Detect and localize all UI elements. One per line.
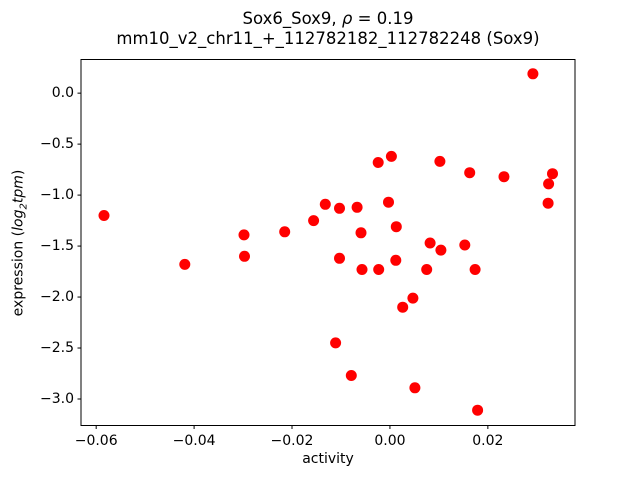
y-tick-label: −0.5 bbox=[40, 136, 74, 153]
chart-subtitle: mm10_v2_chr11_+_112782182_112782248 (Sox… bbox=[116, 28, 540, 48]
data-point bbox=[334, 252, 345, 264]
data-point bbox=[239, 250, 250, 262]
data-point bbox=[472, 404, 484, 416]
y-tick-label: 0.0 bbox=[51, 85, 74, 102]
data-point bbox=[434, 155, 446, 167]
data-point bbox=[383, 196, 394, 208]
y-tick-label: −1.5 bbox=[40, 238, 74, 255]
data-point bbox=[543, 178, 555, 190]
data-point bbox=[435, 244, 447, 256]
data-point bbox=[330, 337, 342, 349]
y-tick-label: −2.0 bbox=[40, 289, 74, 306]
data-point bbox=[179, 258, 191, 270]
data-point bbox=[498, 171, 510, 183]
y-axis-label: expression (log2tpm) bbox=[11, 170, 30, 317]
data-point bbox=[385, 150, 397, 162]
y-tick-label: −1.0 bbox=[40, 187, 74, 204]
title-suffix: = 0.19 bbox=[352, 9, 414, 28]
data-point bbox=[397, 301, 409, 313]
title-prefix: Sox6_Sox9, bbox=[242, 9, 342, 28]
data-point bbox=[424, 237, 436, 249]
ylabel-tpm: tpm bbox=[10, 175, 27, 204]
x-axis-label: activity bbox=[302, 451, 354, 467]
data-point bbox=[351, 201, 363, 213]
rho-symbol: ρ bbox=[341, 9, 353, 28]
data-point bbox=[459, 239, 471, 251]
ylabel-log: log bbox=[10, 209, 27, 231]
data-point bbox=[464, 167, 476, 179]
data-point bbox=[527, 68, 539, 80]
data-point bbox=[409, 382, 421, 394]
x-tick-label: −0.04 bbox=[172, 433, 216, 449]
data-point bbox=[355, 227, 367, 239]
data-point bbox=[356, 264, 368, 275]
chart-title: Sox6_Sox9, ρ = 0.19 mm10_v2_chr11_+_1127… bbox=[81, 9, 575, 48]
data-point bbox=[547, 168, 558, 180]
data-point bbox=[308, 215, 320, 227]
data-point bbox=[345, 370, 357, 381]
x-tick-label: 0.00 bbox=[374, 433, 406, 449]
data-point bbox=[98, 210, 110, 221]
x-tick-label: 0.02 bbox=[472, 433, 504, 449]
data-point bbox=[334, 202, 345, 214]
data-point bbox=[372, 157, 384, 168]
data-point bbox=[407, 292, 419, 304]
ylabel-prefix: expression ( bbox=[10, 230, 27, 317]
data-point bbox=[279, 226, 291, 238]
ylabel-log-sub: 2 bbox=[18, 203, 30, 210]
data-point bbox=[373, 264, 385, 275]
data-point bbox=[390, 221, 402, 233]
data-point bbox=[390, 254, 402, 266]
y-tick-label: −3.0 bbox=[40, 390, 74, 407]
x-tick-label: −0.02 bbox=[270, 433, 314, 449]
axes-spines bbox=[80, 59, 576, 426]
data-point bbox=[542, 197, 554, 209]
data-point bbox=[421, 264, 433, 275]
chart-title-line1: Sox6_Sox9, ρ = 0.19 bbox=[81, 9, 575, 29]
data-point bbox=[319, 198, 331, 210]
ylabel-suffix: ) bbox=[10, 169, 27, 176]
data-point bbox=[238, 229, 250, 241]
data-point bbox=[469, 264, 481, 275]
y-tick-label: −2.5 bbox=[40, 340, 74, 357]
x-tick-label: −0.06 bbox=[74, 433, 118, 449]
